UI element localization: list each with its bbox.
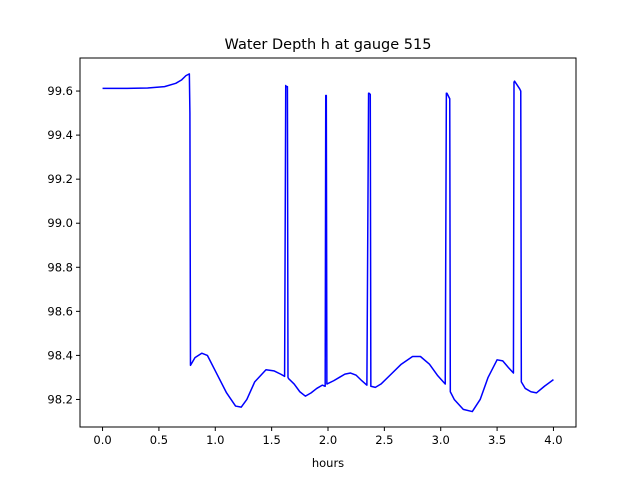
- x-tick-label: 0.5: [150, 433, 168, 447]
- series-layer: [102, 73, 554, 413]
- y-tick-label: 99.4: [47, 128, 73, 142]
- y-tick-label: 98.4: [47, 348, 73, 362]
- x-tick-label: 4.0: [544, 433, 562, 447]
- plot-frame: [79, 57, 577, 428]
- chart-title: Water Depth h at gauge 515: [225, 37, 432, 53]
- x-tick-label: 3.5: [488, 433, 506, 447]
- x-tick-label: 0.0: [93, 433, 111, 447]
- y-tick-label: 99.2: [47, 172, 73, 186]
- x-tick-label: 3.0: [432, 433, 450, 447]
- x-tick-label: 1.5: [262, 433, 280, 447]
- y-tick-label: 99.6: [47, 84, 73, 98]
- x-tick-label: 2.0: [319, 433, 337, 447]
- y-tick-label: 98.6: [47, 304, 73, 318]
- y-tick-label: 98.2: [47, 392, 73, 406]
- y-tick-label: 99.0: [47, 216, 73, 230]
- x-axis-label: hours: [312, 456, 344, 470]
- x-tick-label: 2.5: [375, 433, 393, 447]
- x-tick-label: 1.0: [206, 433, 224, 447]
- y-tick-label: 98.8: [47, 260, 73, 274]
- x-axis: 0.0 0.5 1.0 1.5 2.0 2.5 3.0 3.5 4.0: [93, 427, 563, 447]
- series-line-0: [102, 73, 554, 413]
- y-axis: 98.2 98.4 98.6 98.8 99.0 99.2 99.4 99.6: [47, 84, 80, 406]
